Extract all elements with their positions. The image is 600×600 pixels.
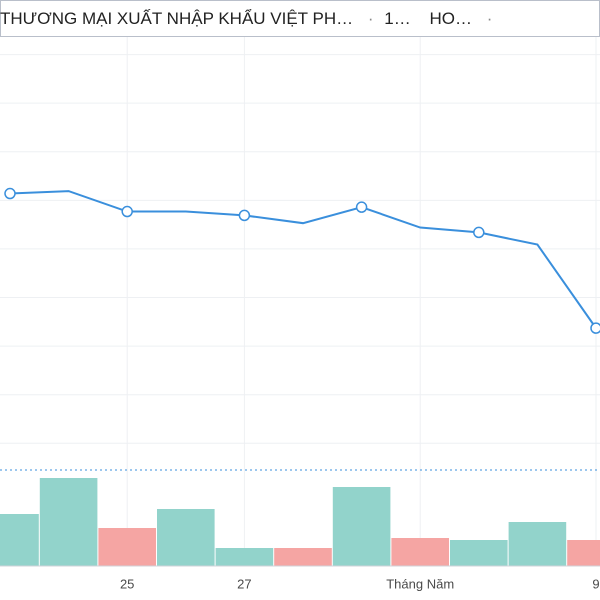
header-text: THƯƠNG MẠI XUẤT NHẬP KHẨU VIỆT PH… · 1… … bbox=[0, 9, 492, 28]
volume-bar bbox=[391, 538, 449, 566]
separator: · bbox=[368, 9, 374, 28]
volume-bar bbox=[274, 548, 332, 566]
interval: 1… bbox=[384, 9, 410, 28]
volume-bar bbox=[450, 540, 508, 566]
x-tick-label: 27 bbox=[237, 576, 251, 591]
volume-bar bbox=[215, 548, 274, 566]
point-marker bbox=[473, 226, 485, 239]
point-marker bbox=[355, 201, 368, 213]
symbol-title: THƯƠNG MẠI XUẤT NHẬP KHẨU VIỆT PH… bbox=[0, 9, 353, 28]
point-marker bbox=[4, 187, 16, 200]
volume-bar bbox=[98, 528, 156, 566]
header-bar bbox=[0, 0, 600, 37]
x-tick-label: 9 bbox=[592, 576, 599, 591]
point-marker bbox=[121, 205, 133, 218]
price-line bbox=[9, 190, 597, 329]
separator: · bbox=[487, 9, 493, 28]
point-marker bbox=[238, 209, 251, 222]
volume-bar bbox=[0, 514, 39, 566]
x-tick-label: Tháng Năm bbox=[386, 576, 454, 591]
volume-bar bbox=[508, 522, 567, 566]
exchange: HO… bbox=[429, 9, 472, 28]
x-tick-label: 25 bbox=[120, 576, 134, 591]
volume-bar bbox=[332, 487, 391, 566]
volume-bar bbox=[567, 540, 600, 566]
point-marker bbox=[590, 322, 600, 334]
volume-bar bbox=[39, 478, 98, 566]
volume-bar bbox=[157, 509, 215, 566]
